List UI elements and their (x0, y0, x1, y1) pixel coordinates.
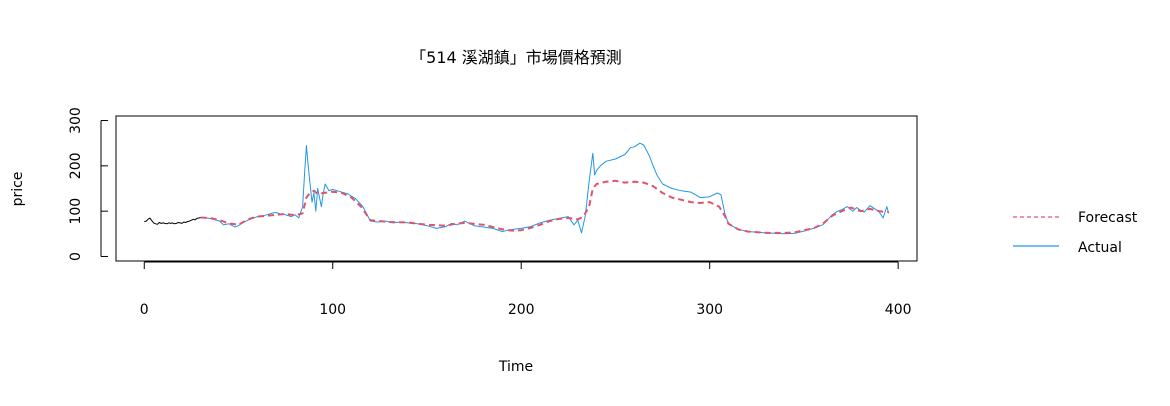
x-tick-label: 300 (696, 302, 723, 318)
series-line-actual (200, 142, 890, 235)
legend: Forecast Actual (1013, 210, 1138, 256)
plot-box (115, 115, 918, 262)
y-tick-label: 300 (68, 107, 84, 134)
x-tick-label: 200 (508, 302, 535, 318)
x-axis-label: Time (498, 359, 533, 375)
y-tick-label: 0 (68, 252, 84, 261)
x-tick-label: 400 (885, 302, 912, 318)
x-axis: 0 100 200 300 400 (140, 261, 912, 318)
legend-label-actual: Actual (1078, 240, 1122, 256)
y-axis: 0 100 200 300 (68, 107, 108, 261)
y-tick-label: 100 (68, 198, 84, 225)
series-line-forecast (200, 179, 889, 234)
legend-label-forecast: Forecast (1078, 210, 1138, 226)
y-tick-label: 200 (68, 152, 84, 179)
plot-lines (144, 142, 890, 235)
x-tick-label: 0 (140, 302, 149, 318)
x-tick-label: 100 (319, 302, 346, 318)
y-axis-label: price (10, 172, 26, 207)
series-line-history (144, 217, 201, 225)
chart-title: 「514 溪湖鎮」市場價格預測 (410, 48, 622, 67)
